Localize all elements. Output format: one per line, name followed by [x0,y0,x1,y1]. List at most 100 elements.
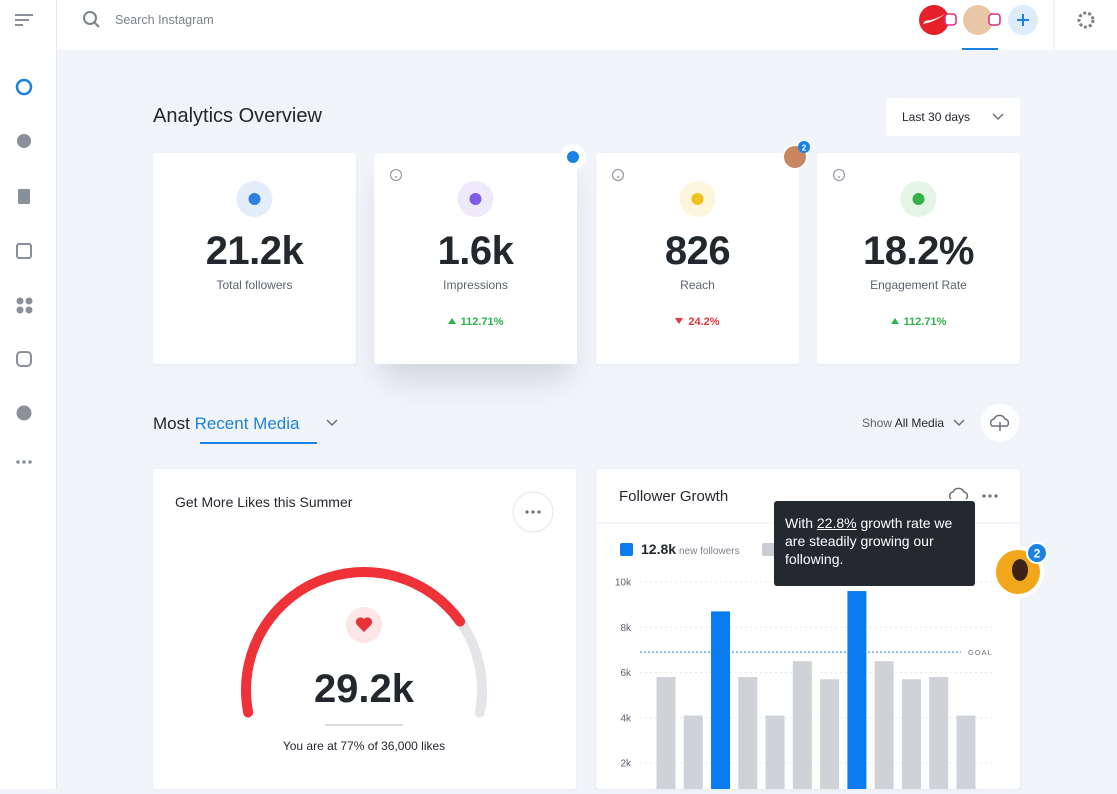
icon-glyph [248,193,261,205]
help-dot [395,176,397,178]
download-icon[interactable] [948,487,969,500]
stat-value: 21.2k [205,229,304,273]
bar[interactable] [656,677,676,789]
legend-swatch[interactable] [620,543,633,556]
stat-label: Impressions [443,278,508,292]
stat-card[interactable]: 826 Reach 24.2% [596,153,799,364]
range-dropdown[interactable]: Last 30 days [886,98,1020,136]
stat-card[interactable]: 1.6k Impressions 112.71% [374,153,577,364]
y-tick-label: 2k [620,759,632,770]
legend-label: new followers [679,546,740,557]
help-dot [838,176,840,178]
bar[interactable] [820,679,840,789]
stat-change: 112.71% [374,316,577,328]
y-tick-label: 6k [620,668,632,679]
card-badges: 2 [560,141,810,170]
badge-dot [1026,542,1048,564]
chevron [992,113,1004,121]
bar[interactable] [929,677,949,789]
stat-card[interactable]: 21.2k Total followers [153,153,356,364]
tooltip-avatar: 2 [992,542,1048,598]
sidebar-icons [15,14,33,464]
stat-card[interactable]: 18.2% Engagement Rate 112.71% [817,153,1020,364]
download-button[interactable] [980,403,1020,443]
stat-icon [832,168,937,217]
tooltip-highlight: 22.8% [816,515,857,531]
section-title-highlight[interactable]: Recent Media [194,414,300,433]
search-icon [83,11,100,28]
chevron [953,419,965,427]
settings-button[interactable] [1077,11,1095,29]
bar[interactable] [738,677,758,789]
heart-icon [355,617,373,632]
likes-caption: You are at 77% of 36,000 likes [283,739,445,753]
trend-arrow [890,318,899,324]
avatar-badge: 2 [802,144,807,153]
avatar-badge-dot [798,141,810,153]
stat-icon [236,181,273,217]
stat-label: Reach [680,278,715,292]
tooltip: With 22.8% growth rate we are steadily g… [774,501,975,586]
nav-posts[interactable] [18,189,30,204]
bar[interactable] [847,591,867,789]
stat-change-value: 112.71% [903,316,947,328]
bar[interactable] [792,661,812,789]
stat-change: 24.2% [596,316,799,328]
stat-change-value: 24.2% [688,316,720,328]
stat-value: 1.6k [437,229,514,273]
legend-swatch[interactable] [762,543,775,556]
nav-calendar[interactable] [16,243,32,259]
stat-value: 826 [664,229,731,273]
y-tick-label: 4k [620,713,632,724]
help-dot [617,176,619,178]
bar[interactable] [956,715,976,789]
bar[interactable] [765,715,785,789]
chevron[interactable] [326,418,338,428]
top-bar-icons [83,0,1095,50]
help-icon[interactable] [611,168,625,182]
help-icon[interactable] [832,168,846,182]
media-filter[interactable]: Show All Media [862,416,944,430]
account-avatar[interactable] [963,5,993,35]
y-tick-label: 8k [620,623,632,634]
help-icon[interactable] [389,168,403,182]
menu-icon[interactable] [15,14,33,26]
top-bar: Search Instagram [57,0,1117,50]
bar[interactable] [683,715,703,789]
icon-glyph [912,193,925,205]
section-title: Most Recent Media [153,414,299,434]
icon-glyph [691,193,704,205]
nav-analytics[interactable] [15,78,33,96]
plus-icon [1017,14,1029,26]
stat-change-value: 112.71% [460,316,504,328]
trend-arrow [447,318,456,324]
sidebar [0,0,57,789]
nav-explore[interactable] [16,405,32,421]
bar[interactable] [711,611,731,789]
bar[interactable] [901,679,921,789]
media-filter-prefix: Show [862,416,893,430]
instagram-badge [944,13,957,26]
trend-arrow [675,318,684,324]
stat-value: 18.2% [863,229,974,273]
page-title: Analytics Overview [153,105,322,127]
media-filter-value: All Media [894,416,945,430]
nav-more[interactable] [16,460,32,464]
tooltip-text: With [785,515,817,531]
more-icon[interactable] [982,494,998,498]
bar[interactable] [874,661,894,789]
nav-apps[interactable] [16,297,33,314]
account-logo [923,14,945,24]
avatar-face [1012,559,1028,581]
search-input[interactable]: Search Instagram [115,13,214,27]
stat-icon [611,168,716,217]
chart: Follower Growth 12.8k new followers 2k 4k 6k… [596,487,1020,789]
nav-instagram[interactable] [16,351,32,367]
gauge-progress [241,567,466,718]
y-tick-label: 10k [615,578,632,589]
stat-icon [389,168,494,217]
section-underline [200,442,317,444]
nav-messages[interactable] [17,134,31,148]
stat-change: 112.71% [817,316,1020,328]
